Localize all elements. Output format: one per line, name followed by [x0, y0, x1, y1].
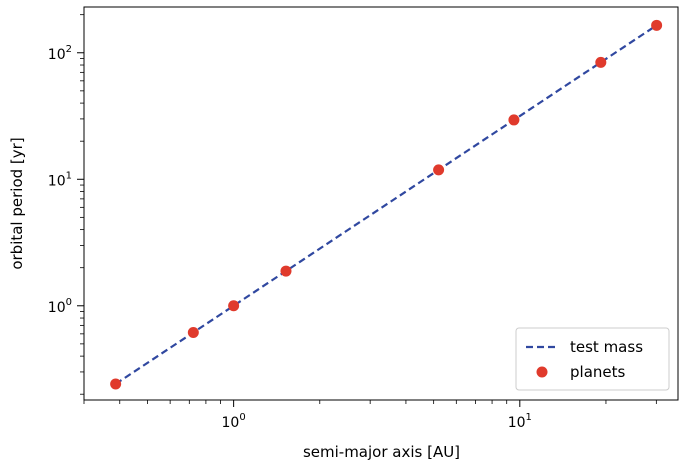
legend: test mass planets: [515, 327, 670, 391]
test-mass-line: [115, 24, 658, 385]
legend-test-mass-label: test mass: [570, 338, 643, 356]
y-tick-label: 102: [48, 44, 72, 63]
planet-point: [187, 326, 199, 338]
planet-point: [280, 265, 292, 277]
x-axis-label: semi-major axis [AU]: [303, 443, 460, 461]
planet-point: [433, 164, 445, 176]
planet-point: [508, 114, 520, 126]
planet-point: [110, 378, 122, 390]
y-tick-label: 100: [48, 297, 72, 316]
planet-point: [651, 19, 663, 31]
legend-planets-label: planets: [570, 363, 625, 381]
plot-content: [110, 19, 663, 390]
x-tick-label: 101: [508, 412, 532, 431]
x-axis-ticks: 100 101: [83, 400, 657, 431]
legend-planets-swatch: [536, 366, 548, 378]
y-axis-label: orbital period [yr]: [8, 137, 26, 269]
planet-point: [595, 56, 607, 68]
x-tick-label: 100: [222, 412, 246, 431]
legend-box: [515, 327, 670, 391]
plot-frame: [83, 6, 679, 401]
y-tick-label: 101: [48, 170, 72, 189]
y-axis-ticks: 100 101 102: [48, 14, 84, 395]
planet-point: [228, 300, 240, 312]
